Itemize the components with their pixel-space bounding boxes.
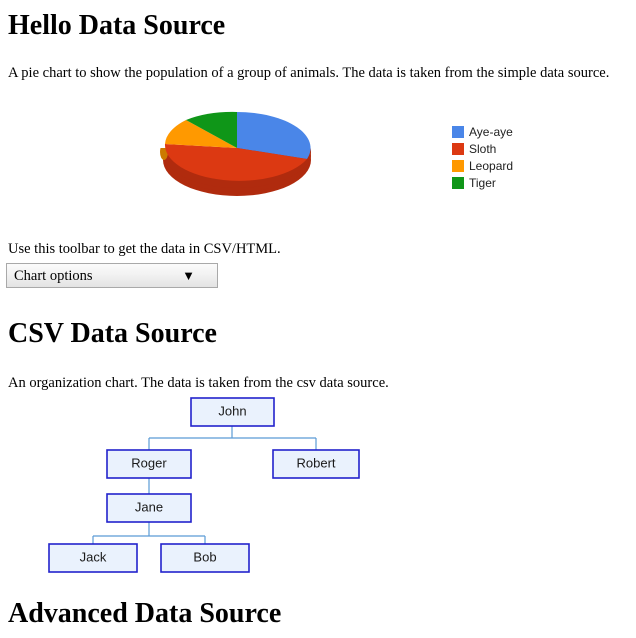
org-node-label: Robert [296, 455, 335, 470]
org-node-label: Bob [193, 549, 216, 564]
legend-item-tiger[interactable]: Tiger [452, 175, 513, 191]
page-title-advanced: Advanced Data Source [8, 598, 282, 629]
org-node-label: John [218, 403, 246, 418]
org-chart-container: John Roger Robert Jane Jack Bob [0, 394, 636, 580]
chart-options-label: Chart options [14, 267, 93, 284]
legend-item-sloth[interactable]: Sloth [452, 141, 513, 157]
legend-label: Tiger [469, 175, 496, 190]
pie-chart-svg [160, 111, 311, 196]
org-node-jane[interactable]: Jane [106, 493, 192, 523]
legend-swatch-icon [452, 160, 464, 172]
org-node-robert[interactable]: Robert [272, 449, 360, 479]
legend-label: Sloth [469, 141, 497, 156]
page-title-hello: Hello Data Source [8, 10, 226, 41]
org-node-label: Jack [80, 549, 107, 564]
org-chart-svg: John Roger Robert Jane Jack Bob [48, 397, 360, 573]
pie-slices [164, 111, 311, 181]
legend-swatch-icon [452, 143, 464, 155]
pie-chart[interactable] [153, 102, 323, 207]
chevron-down-icon: ▼ [182, 268, 195, 283]
legend-item-leopard[interactable]: Leopard [452, 158, 513, 174]
pie-slice-aye-aye[interactable] [237, 112, 311, 159]
org-node-roger[interactable]: Roger [106, 449, 192, 479]
description-csv: An organization chart. The data is taken… [8, 375, 389, 391]
page-title-csv: CSV Data Source [8, 318, 217, 349]
pie-slice-sloth[interactable] [164, 144, 307, 181]
org-node-jack[interactable]: Jack [48, 543, 138, 573]
pie-slice-tiger[interactable] [186, 111, 237, 148]
org-node-john[interactable]: John [190, 397, 275, 427]
legend-swatch-icon [452, 126, 464, 138]
org-node-bob[interactable]: Bob [160, 543, 250, 573]
legend-swatch-icon [452, 177, 464, 189]
pie-slice-leopard[interactable] [165, 120, 237, 148]
description-hello: A pie chart to show the population of a … [8, 65, 610, 81]
legend-item-aye-aye[interactable]: Aye-aye [452, 124, 513, 140]
org-links [92, 426, 317, 544]
pie-chart-container: Aye-aye Sloth Leopard Tiger [8, 96, 628, 226]
chart-options-dropdown[interactable]: Chart options ▼ [6, 263, 218, 288]
legend-label: Leopard [469, 158, 514, 173]
org-node-label: Jane [135, 499, 163, 514]
pie-legend: Aye-aye Sloth Leopard Tiger [452, 124, 513, 192]
org-node-label: Roger [131, 455, 167, 470]
legend-label: Aye-aye [469, 124, 513, 139]
description-toolbar: Use this toolbar to get the data in CSV/… [8, 241, 281, 257]
